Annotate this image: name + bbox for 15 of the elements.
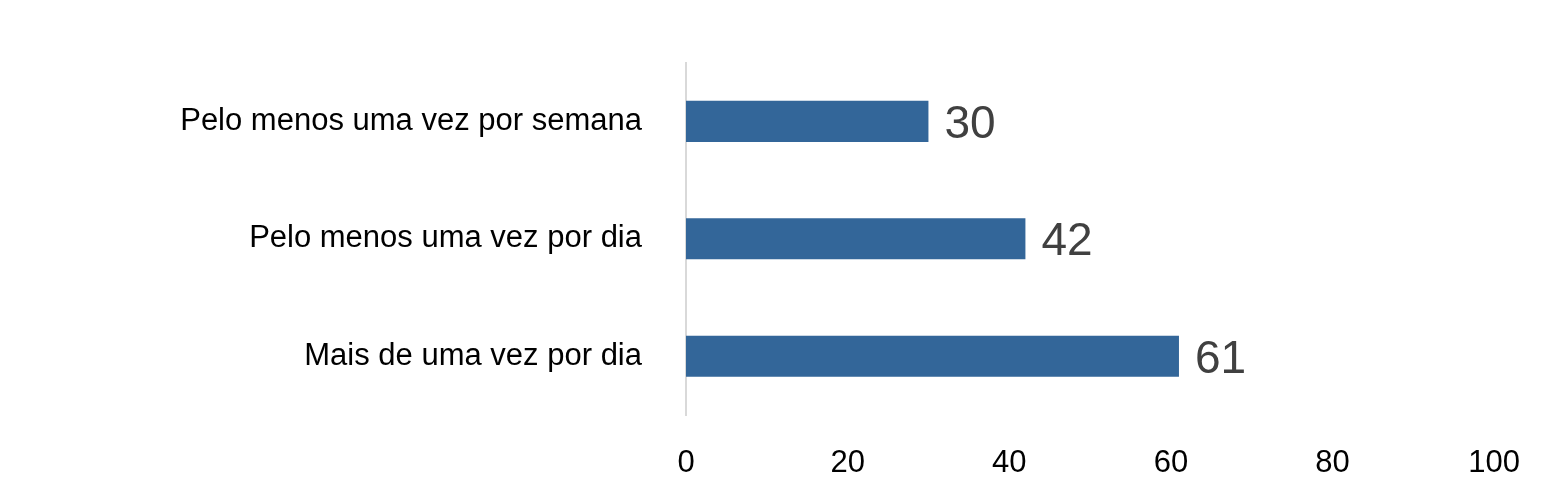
y-tick-label: Mais de uma vez por dia bbox=[304, 336, 643, 372]
x-tick-label: 40 bbox=[992, 444, 1027, 480]
x-tick-label: 20 bbox=[830, 444, 865, 480]
x-tick-label: 0 bbox=[677, 444, 695, 480]
x-tick-label: 100 bbox=[1468, 444, 1521, 480]
bar bbox=[686, 335, 1179, 377]
y-tick-label: Pelo menos uma vez por semana bbox=[180, 101, 643, 137]
data-label: 42 bbox=[1041, 213, 1093, 266]
data-label: 61 bbox=[1194, 330, 1247, 383]
data-label: 30 bbox=[944, 96, 996, 149]
x-tick-label: 60 bbox=[1153, 444, 1189, 480]
x-tick-label: 80 bbox=[1315, 444, 1350, 480]
y-tick-label: Pelo menos uma vez por dia bbox=[249, 219, 643, 255]
bar bbox=[686, 100, 929, 142]
bar bbox=[686, 218, 1026, 260]
